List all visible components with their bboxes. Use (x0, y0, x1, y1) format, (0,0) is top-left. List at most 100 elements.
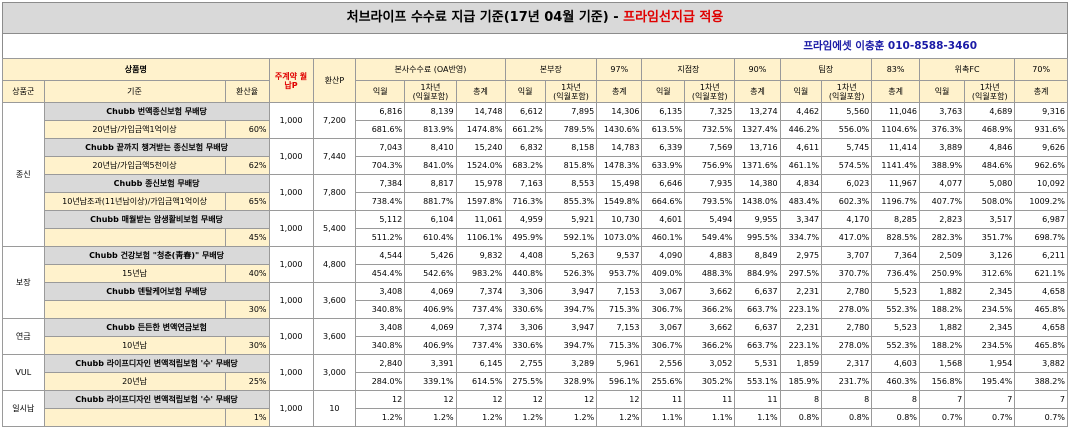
percent-cell: 340.8% (355, 300, 406, 319)
percent-cell: 526.3% (544, 264, 598, 283)
value-cell: 3,882 (1014, 354, 1068, 373)
percent-cell: 1.2% (596, 408, 643, 427)
sub-header-y1-line1: 1차년 (420, 82, 441, 92)
percent-cell: 223.1% (779, 336, 823, 355)
monthly-p-cell: 1,000 (268, 354, 314, 391)
percent-cell: 1.2% (504, 408, 546, 427)
value-cell: 3,126 (964, 246, 1016, 265)
value-cell: 4,883 (684, 246, 736, 265)
value-cell: 8,158 (544, 138, 598, 157)
percent-cell: 0.8% (821, 408, 873, 427)
percent-cell: 549.4% (684, 228, 736, 247)
percent-cell: 855.3% (544, 192, 598, 211)
percent-cell: 592.1% (544, 228, 598, 247)
value-cell: 2,840 (355, 354, 406, 373)
value-cell: 5,494 (684, 210, 736, 229)
contact-line: 프라임에셋 이충훈 010-8588-3460 (2, 34, 1068, 58)
percent-cell: 552.3% (871, 336, 920, 355)
value-cell: 6,211 (1014, 246, 1068, 265)
percent-cell: 446.2% (779, 120, 823, 139)
value-cell: 6,145 (455, 354, 506, 373)
conv-p-cell: 3,000 (312, 354, 357, 391)
condition-cell (43, 300, 226, 319)
percent-cell: 234.5% (964, 336, 1016, 355)
condition-cell (43, 408, 226, 427)
percent-cell: 388.2% (1014, 372, 1068, 391)
value-cell: 8,817 (404, 174, 457, 193)
value-cell: 4,408 (504, 246, 546, 265)
value-cell: 7,569 (684, 138, 736, 157)
section-fc: 위촉FC (918, 58, 1016, 81)
percent-cell: 1.1% (641, 408, 686, 427)
value-cell: 3,947 (544, 282, 598, 301)
table-row: Chubb 덴탈케어보험 무배당 1,000 3,600 3,408 4,069 7,37… (3, 282, 1068, 319)
percent-cell: 468.9% (964, 120, 1016, 139)
value-cell: 2,975 (779, 246, 823, 265)
rate-cell: 40% (224, 264, 270, 283)
rate-cell: 25% (224, 372, 270, 391)
title-accent: 프라임선지급 적용 (623, 10, 724, 25)
value-cell: 8,410 (404, 138, 457, 157)
value-cell: 3,067 (641, 318, 686, 337)
sub-header-y1-line2: (익월포함) (971, 91, 1008, 101)
product-name: Chubb 끝까지 챙겨받는 종신보험 무배당 (43, 138, 270, 157)
value-cell: 5,523 (871, 318, 920, 337)
value-cell: 6,637 (734, 318, 781, 337)
percent-cell: 465.8% (1014, 300, 1068, 319)
value-cell: 2,509 (918, 246, 966, 265)
value-cell: 5,523 (871, 282, 920, 301)
table-row-pct: 30% 340.8% 406.9% 737.4% 330.6% 394.7% 715.3% 3… (3, 300, 1068, 319)
value-cell: 1,882 (918, 282, 966, 301)
percent-cell: 488.3% (684, 264, 736, 283)
sub-header-y1: 1차년 (익월포함) (544, 80, 598, 103)
percent-cell: 828.5% (871, 228, 920, 247)
rate-col-header: 환산율 (224, 80, 270, 103)
percent-cell: 1597.8% (455, 192, 506, 211)
rate-cell: 62% (224, 156, 270, 175)
value-cell: 3,306 (504, 318, 546, 337)
percent-cell: 556.0% (821, 120, 873, 139)
value-cell: 6,023 (821, 174, 873, 193)
percent-cell: 306.7% (641, 300, 686, 319)
percent-cell: 716.3% (504, 192, 546, 211)
value-cell: 3,408 (355, 318, 406, 337)
percent-cell: 495.9% (504, 228, 546, 247)
percent-cell: 0.7% (1014, 408, 1068, 427)
conv-p-cell: 5,400 (312, 210, 357, 247)
percent-cell: 376.3% (918, 120, 966, 139)
value-cell: 3,052 (684, 354, 736, 373)
percent-cell: 366.2% (684, 336, 736, 355)
header-row-2: 상품군 기준 환산율 익월 1차년 (익월포함) 총계 익월 1차년 (익월포함) 총계 익월 1… (2, 80, 1068, 103)
monthly-p-cell: 1,000 (268, 138, 314, 175)
percent-cell: 1327.4% (734, 120, 781, 139)
percent-cell: 339.1% (404, 372, 457, 391)
percent-cell: 465.8% (1014, 336, 1068, 355)
percent-cell: 715.3% (596, 336, 643, 355)
rate-cell: 30% (224, 300, 270, 319)
group-cell: 종신 (2, 102, 45, 247)
product-name: Chubb 번액종신보험 무배당 (43, 102, 270, 121)
condition-cell: 15년납 (43, 264, 226, 283)
condition-cell: 10년납 (43, 336, 226, 355)
percent-cell: 409.0% (641, 264, 686, 283)
percent-cell: 370.7% (821, 264, 873, 283)
value-cell: 4,077 (918, 174, 966, 193)
percent-cell: 756.9% (684, 156, 736, 175)
value-cell: 8 (779, 390, 823, 409)
value-cell: 13,716 (734, 138, 781, 157)
value-cell: 6,646 (641, 174, 686, 193)
percent-cell: 366.2% (684, 300, 736, 319)
value-cell: 12 (455, 390, 506, 409)
percent-cell: 407.7% (918, 192, 966, 211)
group-cell: VUL (2, 354, 45, 391)
value-cell: 7 (964, 390, 1016, 409)
section-team: 팀장 (779, 58, 873, 81)
percent-cell: 460.3% (871, 372, 920, 391)
section-fc-pct: 70% (1014, 58, 1068, 81)
percent-cell: 250.9% (918, 264, 966, 283)
percent-cell: 995.5% (734, 228, 781, 247)
monthly-p-cell: 1,000 (268, 282, 314, 319)
percent-cell: 0.7% (918, 408, 966, 427)
value-cell: 11,967 (871, 174, 920, 193)
monthly-p-cell: 1,000 (268, 174, 314, 211)
